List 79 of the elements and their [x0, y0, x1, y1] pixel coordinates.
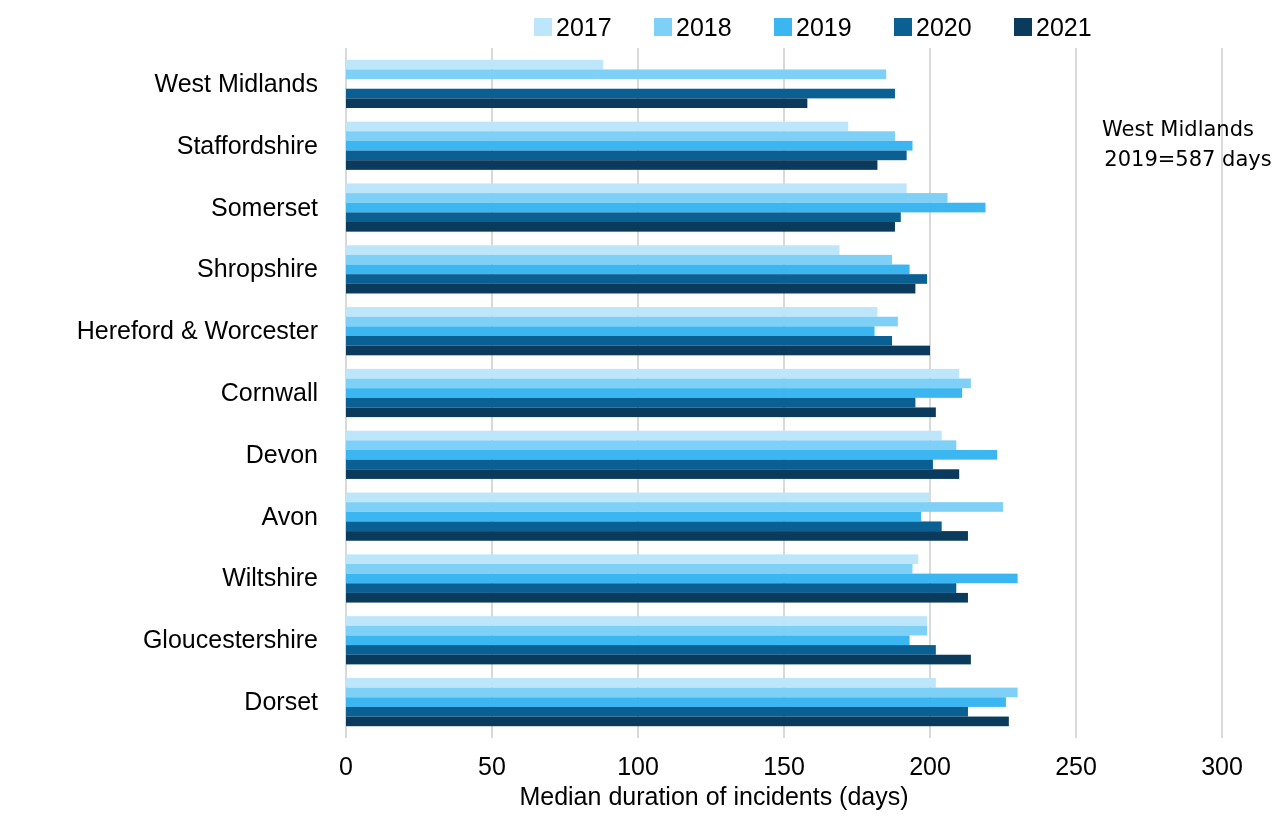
bar: [346, 430, 942, 441]
y-tick-label: Shropshire: [197, 254, 318, 283]
bar: [346, 635, 910, 646]
x-tick-label: 150: [763, 752, 805, 780]
bar: [346, 645, 936, 655]
legend-label: 2019: [796, 13, 852, 41]
y-tick-label: Somerset: [211, 192, 319, 221]
bar: [346, 150, 907, 161]
bar: [346, 368, 960, 379]
bar: [346, 716, 1009, 727]
bar: [346, 212, 901, 223]
y-tick-label: Gloucestershire: [142, 625, 318, 654]
bar: [346, 397, 916, 408]
legend-label: 2021: [1036, 13, 1092, 41]
bar: [346, 654, 971, 665]
bar: [346, 283, 916, 294]
bar: [346, 326, 875, 336]
bar: [346, 407, 936, 418]
bar: [346, 592, 968, 603]
bar: [346, 511, 922, 522]
x-tick-label: 250: [1055, 752, 1097, 780]
bar: [346, 222, 895, 232]
bar: [346, 193, 948, 203]
bar: [346, 274, 928, 284]
bar: [346, 502, 1003, 512]
bar: [346, 264, 910, 275]
y-tick-label: Dorset: [244, 687, 319, 716]
bar: [346, 706, 968, 717]
bar: [346, 59, 603, 70]
bar: [346, 307, 878, 317]
legend-label: 2018: [676, 13, 732, 41]
x-tick-label: 200: [909, 752, 951, 780]
bar: [346, 554, 919, 564]
x-axis-title: Median duration of incidents (days): [519, 782, 909, 810]
bar: [346, 98, 808, 109]
y-tick-label: Staffordshire: [176, 130, 318, 159]
bar: [346, 625, 928, 636]
bar: [346, 459, 933, 470]
bar: [346, 140, 913, 151]
annotation: West Midlands 2019=587 days: [1102, 117, 1272, 171]
legend-label: 2020: [916, 13, 972, 41]
bar: [346, 183, 907, 194]
bar: [346, 69, 887, 80]
bar: [346, 160, 878, 170]
bar: [346, 316, 898, 327]
bar: [346, 131, 895, 141]
y-tick-label: Avon: [261, 501, 318, 530]
x-tick-label: 0: [339, 752, 353, 780]
bar: [346, 336, 893, 346]
bar: [346, 440, 957, 450]
bar: [346, 245, 840, 255]
x-tick-label: 300: [1201, 752, 1243, 780]
bar: [346, 378, 971, 389]
bar: [346, 388, 963, 398]
bar: [346, 202, 986, 213]
x-tick-label: 50: [478, 752, 506, 780]
bar: [346, 563, 913, 574]
bar: [346, 687, 1018, 698]
bar: [346, 450, 998, 460]
bar: [346, 583, 957, 593]
bar: [346, 521, 942, 532]
bar: [346, 469, 960, 479]
x-tick-label: 100: [617, 752, 659, 780]
y-tick-label: Wiltshire: [222, 563, 318, 592]
bar: [346, 677, 936, 688]
bar: [346, 616, 928, 626]
y-tick-label: Hereford & Worcester: [76, 316, 318, 345]
y-tick-label: Cornwall: [220, 378, 318, 406]
bar: [346, 573, 1018, 584]
bar: [346, 492, 930, 503]
legend-label: 2017: [556, 13, 612, 41]
bar: [346, 697, 1006, 707]
bar: [346, 531, 968, 541]
y-tick-label: Devon: [245, 439, 318, 468]
y-tick-label: West Midlands: [154, 68, 318, 97]
bar: [346, 88, 895, 99]
bar: [346, 121, 849, 132]
bar: [346, 254, 893, 265]
bar: [346, 345, 930, 356]
